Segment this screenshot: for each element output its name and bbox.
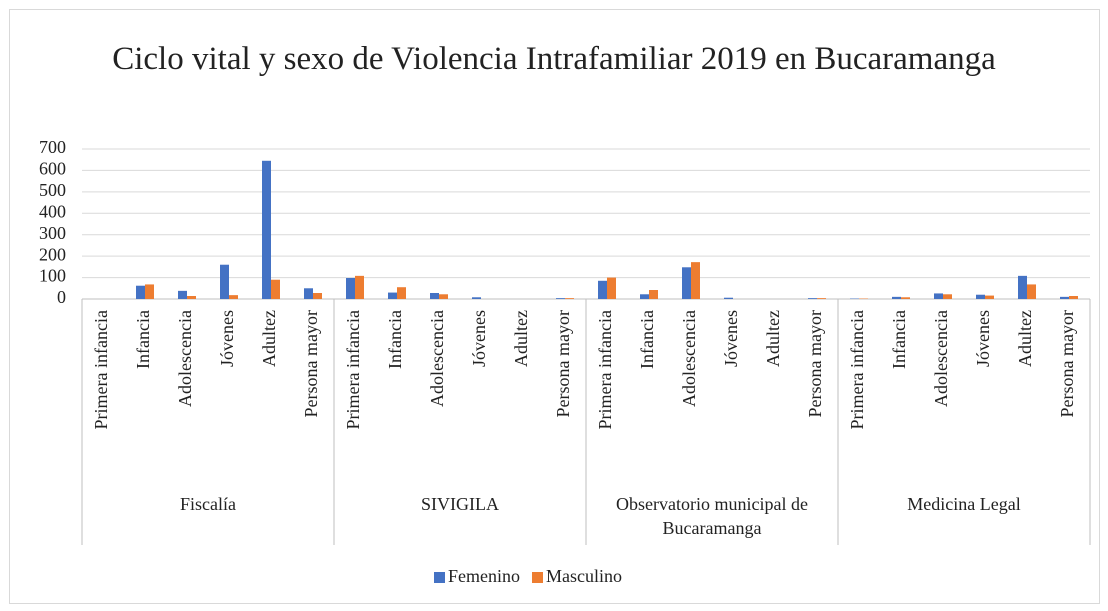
x-tick-label: Primera infancia bbox=[91, 310, 111, 429]
bar bbox=[817, 298, 826, 299]
x-tick-label: Primera infancia bbox=[343, 310, 363, 429]
bar bbox=[262, 160, 271, 299]
y-tick-label: 600 bbox=[39, 159, 66, 179]
bar bbox=[892, 296, 901, 299]
chart-title: Ciclo vital y sexo de Violencia Intrafam… bbox=[112, 41, 996, 77]
y-tick-label: 300 bbox=[39, 223, 66, 243]
bar bbox=[229, 295, 238, 299]
x-tick-label: Adolescencia bbox=[679, 310, 699, 407]
x-tick-label: Adultez bbox=[1015, 310, 1035, 367]
y-tick-label: 400 bbox=[39, 201, 66, 221]
bar bbox=[607, 277, 616, 299]
bar bbox=[901, 297, 910, 299]
group-label-box: Observatorio municipal de Bucaramanga bbox=[616, 494, 808, 538]
bar bbox=[640, 294, 649, 299]
group-label-box: SIVIGILA bbox=[421, 494, 499, 514]
x-tick-label: Infancia bbox=[133, 310, 153, 369]
x-tick-label: Primera infancia bbox=[595, 310, 615, 429]
bar bbox=[304, 288, 313, 299]
bar bbox=[355, 275, 364, 299]
x-tick-label: Jóvenes bbox=[973, 310, 993, 367]
x-tick-label: Primera infancia bbox=[847, 310, 867, 429]
y-tick-label: 500 bbox=[39, 180, 66, 200]
x-tick-label: Adolescencia bbox=[931, 310, 951, 407]
bar bbox=[976, 294, 985, 299]
group-label-box: Fiscalía bbox=[180, 494, 236, 514]
bar bbox=[724, 297, 733, 299]
bar bbox=[808, 298, 817, 299]
x-tick-label: Persona mayor bbox=[301, 310, 321, 417]
bar bbox=[649, 290, 658, 299]
legend-swatch bbox=[434, 572, 445, 583]
bar bbox=[388, 292, 397, 299]
x-tick-label: Persona mayor bbox=[1057, 310, 1077, 417]
bar bbox=[145, 284, 154, 299]
group-label-box: Medicina Legal bbox=[907, 494, 1021, 514]
x-tick-label: Adultez bbox=[763, 310, 783, 367]
group-label: SIVIGILA bbox=[421, 494, 499, 514]
bar bbox=[439, 294, 448, 299]
x-tick-label: Adolescencia bbox=[175, 310, 195, 407]
x-tick-label: Adultez bbox=[259, 310, 279, 367]
bar bbox=[313, 293, 322, 299]
bar bbox=[346, 278, 355, 299]
bar bbox=[397, 287, 406, 299]
x-tick-label: Infancia bbox=[637, 310, 657, 369]
y-tick-label: 200 bbox=[39, 244, 66, 264]
bar bbox=[472, 297, 481, 299]
bar bbox=[271, 279, 280, 299]
x-tick-label: Jóvenes bbox=[217, 310, 237, 367]
bar bbox=[1060, 296, 1069, 299]
bar bbox=[178, 290, 187, 299]
bar bbox=[985, 295, 994, 299]
bar bbox=[598, 280, 607, 299]
bar bbox=[943, 294, 952, 299]
bar bbox=[187, 296, 196, 299]
bar bbox=[220, 264, 229, 299]
group-label: Observatorio municipal de Bucaramanga bbox=[616, 494, 808, 538]
x-tick-label: Persona mayor bbox=[553, 310, 573, 417]
x-tick-label: Infancia bbox=[889, 310, 909, 369]
y-tick-label: 100 bbox=[39, 266, 66, 286]
bar bbox=[556, 298, 565, 299]
legend-label: Femenino bbox=[448, 566, 520, 586]
bar bbox=[430, 293, 439, 299]
bar bbox=[682, 267, 691, 299]
group-label: Medicina Legal bbox=[907, 494, 1021, 514]
legend-label: Masculino bbox=[546, 566, 622, 586]
bar bbox=[1069, 296, 1078, 299]
y-tick-label: 700 bbox=[39, 137, 66, 157]
x-tick-label: Persona mayor bbox=[805, 310, 825, 417]
x-tick-label: Adolescencia bbox=[427, 310, 447, 407]
x-tick-label: Adultez bbox=[511, 310, 531, 367]
chart-frame bbox=[9, 9, 1100, 604]
bar bbox=[934, 293, 943, 299]
x-tick-label: Infancia bbox=[385, 310, 405, 369]
x-tick-label: Jóvenes bbox=[721, 310, 741, 367]
bar bbox=[136, 285, 145, 299]
bar bbox=[1018, 275, 1027, 299]
legend-swatch bbox=[532, 572, 543, 583]
bar bbox=[691, 262, 700, 299]
x-tick-label: Jóvenes bbox=[469, 310, 489, 367]
bar bbox=[565, 298, 574, 299]
group-label: Fiscalía bbox=[180, 494, 236, 514]
bar bbox=[1027, 284, 1036, 299]
y-tick-label: 0 bbox=[57, 287, 66, 307]
